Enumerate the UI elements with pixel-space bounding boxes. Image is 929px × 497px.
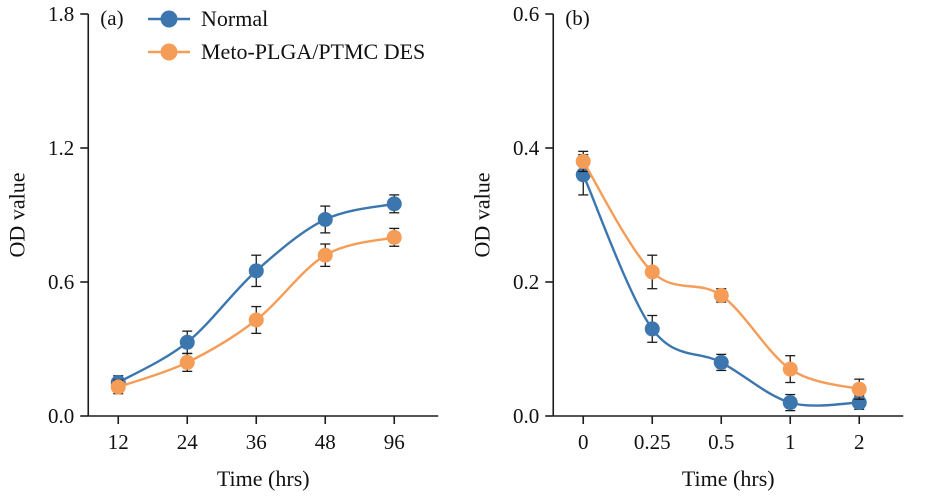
x-tick-label: 0.5 [708,430,734,454]
legend-item-meto-plga-ptmc-des: Meto-PLGA/PTMC DES [146,39,425,65]
x-tick-label: 96 [384,430,405,454]
y-tick-label: 0.0 [48,404,74,428]
data-point-meto-plga-ptmc-des [386,229,402,245]
data-point-normal [782,395,798,411]
legend-label-normal: Normal [201,6,269,31]
data-point-meto-plga-ptmc-des [317,247,333,263]
data-point-normal [713,354,729,370]
data-point-meto-plga-ptmc-des [248,312,264,328]
data-point-meto-plga-ptmc-des [110,379,126,395]
legend: Normal Meto-PLGA/PTMC DES [146,6,425,65]
chart-a-canvas: 0.0 0.6 1.2 1.8 12 24 36 48 96 Time (hrs) OD value… [4,2,439,491]
panel-b: 0.0 0.2 0.4 0.6 0 0.25 0.5 1 2 Time (hrs) OD value… [465,0,929,497]
y-tick-label: 0.4 [513,136,540,160]
y-tick-label: 0.6 [48,270,74,294]
data-point-meto-plga-ptmc-des [713,287,729,303]
data-point-normal [248,263,264,279]
x-tick-label: 36 [246,430,267,454]
panel-letter: (a) [100,6,123,30]
x-tick-label: 48 [315,430,336,454]
legend-label-meto: Meto-PLGA/PTMC DES [201,39,426,64]
x-tick-label: 2 [854,430,865,454]
legend-marker-meto-icon [146,42,192,62]
x-tick-label: 24 [177,430,199,454]
x-tick-label: 0.25 [633,430,670,454]
panel-a: 0.0 0.6 1.2 1.8 12 24 36 48 96 Time (hrs) OD value… [4,2,439,491]
data-point-normal [179,334,195,350]
y-tick-label: 0.0 [513,404,539,428]
data-point-meto-plga-ptmc-des [179,354,195,370]
legend-marker-normal-icon [146,9,192,29]
y-axis-label: OD value [469,173,494,258]
series-line-normal [581,173,860,407]
y-tick-label: 0.6 [513,2,539,26]
x-tick-label: 12 [108,430,129,454]
legend-item-normal: Normal [146,6,425,32]
data-point-meto-plga-ptmc-des [782,361,798,377]
data-point-meto-plga-ptmc-des [851,381,867,397]
data-point-meto-plga-ptmc-des [644,264,660,280]
y-tick-label: 1.8 [48,2,74,26]
y-tick-label: 0.2 [513,270,539,294]
data-point-normal [644,321,660,337]
series-line-normal [117,202,396,384]
x-tick-label: 1 [785,430,796,454]
y-tick-label: 1.2 [48,136,74,160]
chart-b-canvas: 0.0 0.2 0.4 0.6 0 0.25 0.5 1 2 Time (hrs) OD value… [469,2,903,491]
data-point-normal [386,196,402,212]
x-axis-label: Time (hrs) [217,466,310,491]
panel-letter: (b) [565,6,590,30]
x-tick-label: 0 [578,430,589,454]
x-axis-label: Time (hrs) [681,466,774,491]
data-point-normal [317,211,333,227]
data-point-meto-plga-ptmc-des [575,153,591,169]
y-axis-label: OD value [4,173,29,258]
